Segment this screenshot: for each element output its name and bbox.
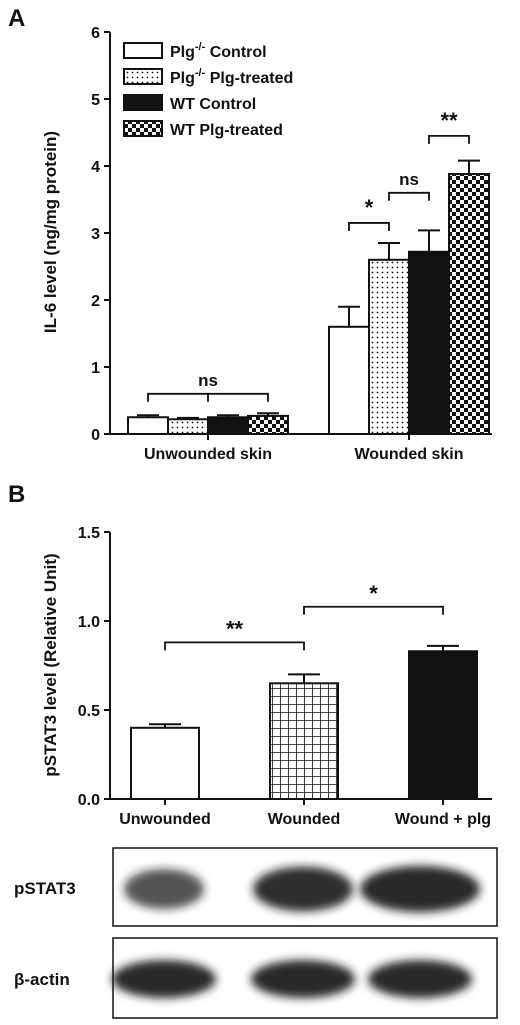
category-label: Wound + plg xyxy=(395,811,491,828)
western-blot: pSTAT3 β-actin xyxy=(14,847,498,1019)
significance-label: ** xyxy=(440,108,458,133)
panel-b-label: B xyxy=(8,481,25,508)
error-bar xyxy=(288,673,320,684)
legend-swatch xyxy=(123,94,163,111)
bar xyxy=(328,325,370,435)
blot-band xyxy=(368,960,472,998)
error-bar xyxy=(177,416,199,420)
error-bar xyxy=(378,242,400,260)
bar xyxy=(368,258,410,435)
significance-bracket xyxy=(303,605,444,615)
error-bar xyxy=(427,644,459,652)
panel-a-label: A xyxy=(8,5,25,32)
bar xyxy=(408,250,450,435)
legend-label: WT Control xyxy=(170,96,256,113)
significance-bracket xyxy=(348,222,390,231)
y-tick-label: 4 xyxy=(91,159,100,176)
legend-label: Plg-/- Control xyxy=(170,41,267,61)
bar xyxy=(127,416,169,435)
category-label: Wounded xyxy=(268,811,341,828)
significance-label: * xyxy=(365,195,374,220)
legend-label: Plg-/- Plg-treated xyxy=(170,67,293,87)
category-label: Unwounded xyxy=(119,811,211,828)
blot-band xyxy=(251,960,355,998)
significance-label: ns xyxy=(399,170,419,189)
y-tick-label: 1 xyxy=(91,360,100,377)
y-tick-label: 2 xyxy=(91,293,100,310)
significance-label: ** xyxy=(226,616,244,641)
bar xyxy=(448,173,490,435)
bar xyxy=(130,726,200,800)
error-bar xyxy=(149,723,181,728)
y-tick-label: 5 xyxy=(91,92,100,109)
bar xyxy=(408,650,478,801)
error-bar xyxy=(217,414,239,418)
y-tick-label: 1.5 xyxy=(78,525,100,542)
blot-band xyxy=(112,960,216,998)
error-bar xyxy=(257,412,279,416)
legend-label: WT Plg-treated xyxy=(170,122,283,139)
category-label: Wounded skin xyxy=(354,446,463,463)
bar xyxy=(269,682,339,800)
y-tick-label: 0 xyxy=(91,427,100,444)
blot-band xyxy=(360,865,480,913)
significance-bracket xyxy=(388,191,430,201)
blot-row-label: β-actin xyxy=(14,970,70,989)
y-tick-label: 0.0 xyxy=(78,792,100,809)
category-label: Unwounded skin xyxy=(144,446,272,463)
y-tick-label: 6 xyxy=(91,25,100,42)
panel-b-chart: 0.0 0.5 1.0 1.5 Unwounded Wounded Wound + plg *… xyxy=(78,525,492,828)
error-bar xyxy=(137,414,159,418)
error-bar xyxy=(458,159,480,175)
significance-label: * xyxy=(369,581,378,606)
significance-label: ns xyxy=(198,371,218,390)
error-bar xyxy=(418,229,440,252)
blot-row-label: pSTAT3 xyxy=(14,879,76,898)
panel-b-ylabel: pSTAT3 level (Relative Unit) xyxy=(41,553,60,776)
legend-swatch xyxy=(123,68,163,85)
bar xyxy=(207,416,249,435)
significance-bracket xyxy=(164,641,305,651)
y-tick-label: 0.5 xyxy=(78,703,100,720)
y-tick-label: 1.0 xyxy=(78,614,100,631)
significance-bracket xyxy=(428,134,470,144)
panel-a-chart: 0 1 2 3 4 5 6 Unwounded skin Wounded skin ns * ns ** xyxy=(91,25,492,463)
y-tick-label: 3 xyxy=(91,226,100,243)
error-bar xyxy=(338,305,360,327)
bar xyxy=(167,418,209,436)
blot-band xyxy=(124,869,204,909)
blot-band xyxy=(253,866,353,912)
bar xyxy=(247,414,289,436)
legend-swatch xyxy=(123,120,163,137)
panel-a-ylabel: IL-6 level (ng/mg protein) xyxy=(41,131,60,333)
panel-a-legend: Plg-/- Control Plg-/- Plg-treated WT Contr… xyxy=(123,41,293,139)
legend-swatch xyxy=(123,42,163,59)
